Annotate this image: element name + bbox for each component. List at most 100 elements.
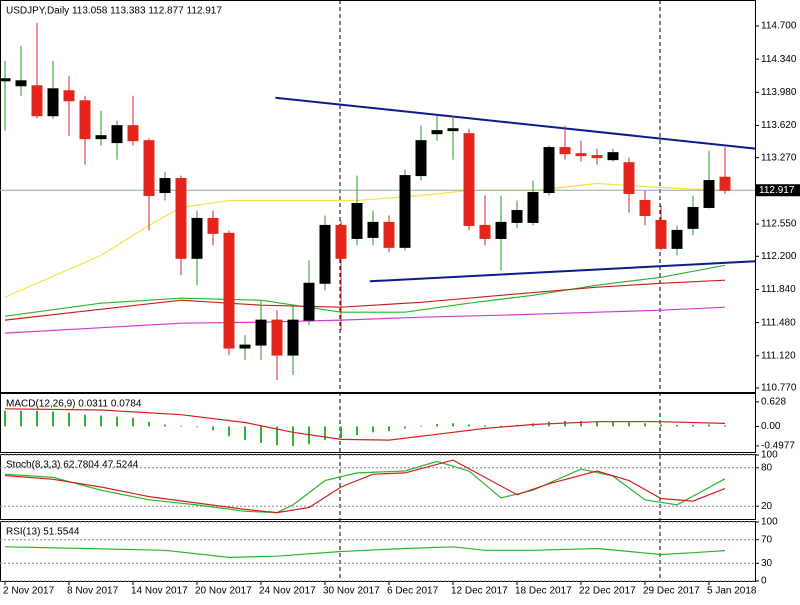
y-tick-label: 0.628 (761, 397, 786, 408)
y-tick-label: 80 (761, 462, 773, 473)
candle-body (159, 178, 171, 194)
x-tick-label: 8 Nov 2017 (67, 586, 119, 597)
candle-body (511, 210, 523, 223)
candle-body (703, 180, 715, 208)
x-tick-label: 5 Jan 2018 (707, 586, 757, 597)
y-tick-label: -0.4977 (761, 441, 795, 452)
x-tick-label: 30 Nov 2017 (323, 586, 380, 597)
candle-body (351, 203, 363, 239)
candle-body (47, 88, 59, 117)
candle-body (31, 85, 43, 117)
histogram-bar (68, 412, 70, 427)
histogram-bar (52, 411, 54, 427)
y-tick-label: 30 (761, 558, 773, 569)
candle-body (335, 224, 347, 259)
candle-body (319, 224, 331, 284)
moving-average (4, 306, 726, 334)
x-tick-label: 22 Dec 2017 (579, 586, 636, 597)
histogram-bar (660, 424, 662, 427)
histogram-bar (420, 425, 422, 427)
candle-body (415, 140, 427, 177)
candle-body (447, 128, 459, 132)
trend-line (369, 260, 756, 283)
histogram-bar (4, 410, 6, 427)
candle-body (143, 140, 155, 196)
histogram-bar (484, 425, 486, 427)
histogram-bar (564, 420, 566, 427)
histogram-bar (372, 426, 374, 433)
histogram-bar (356, 426, 358, 436)
y-tick-label: 112.200 (761, 251, 797, 262)
panel-title: USDJPY,Daily 113.058 113.383 112.877 112… (6, 6, 222, 17)
candle-body (479, 224, 491, 239)
candle-body (543, 147, 555, 194)
panel-title: Stoch(8,3,3) 62.7804 47.5244 (6, 460, 139, 471)
histogram-bar (340, 426, 342, 439)
moving-average (4, 264, 726, 317)
histogram-bar (276, 426, 278, 446)
y-tick-label: 114.340 (761, 54, 797, 65)
y-tick-label: 111.840 (761, 284, 796, 295)
histogram-bar (644, 423, 646, 427)
histogram-bar (164, 424, 166, 427)
candle-body (719, 176, 731, 191)
y-tick-label: 113.980 (761, 87, 797, 98)
histogram-bar (436, 424, 438, 427)
x-tick-label: 6 Dec 2017 (387, 586, 439, 597)
y-tick-label: 112.550 (761, 219, 797, 230)
y-tick-label: 0 (761, 576, 767, 587)
indicator-line (4, 546, 726, 559)
last-price-label: 112.917 (759, 185, 795, 196)
trend-line (275, 96, 756, 150)
macd-panel-frame (0, 393, 756, 453)
histogram-bar (468, 424, 470, 427)
x-tick-label: 18 Dec 2017 (515, 586, 572, 597)
histogram-bar (596, 421, 598, 427)
histogram-bar (244, 426, 246, 441)
candle-body (303, 282, 315, 321)
indicator-line (4, 408, 726, 441)
histogram-bar (708, 424, 710, 427)
candle-body (399, 175, 411, 248)
x-tick-label: 29 Dec 2017 (643, 586, 700, 597)
candle-body (111, 125, 123, 144)
y-tick-label: 70 (761, 534, 773, 545)
panel-title: MACD(12,26,9) 0.0311 0.0784 (6, 399, 142, 410)
candle-body (495, 221, 507, 239)
moving-average (4, 279, 726, 321)
y-tick-label: 110.770 (761, 383, 797, 394)
histogram-bar (724, 425, 726, 427)
histogram-bar (132, 417, 134, 427)
histogram-bar (612, 421, 614, 427)
candle-body (63, 90, 75, 102)
candle-body (0, 78, 11, 82)
x-tick-label: 20 Nov 2017 (195, 586, 252, 597)
histogram-bar (292, 426, 294, 447)
last-price-box (756, 184, 800, 197)
histogram-bar (580, 420, 582, 427)
histogram-bar (196, 426, 198, 428)
candle-body (639, 199, 651, 216)
candle-body (191, 217, 203, 259)
histogram-bar (100, 415, 102, 427)
y-tick-label: 111.120 (761, 350, 796, 361)
indicator-line (4, 460, 726, 514)
candle-body (239, 344, 251, 349)
histogram-bar (36, 410, 38, 427)
candle-body (271, 319, 283, 356)
indicator-line (4, 459, 726, 514)
histogram-bar (260, 426, 262, 443)
candle-body (223, 232, 235, 349)
histogram-bar (228, 426, 230, 437)
histogram-bar (388, 426, 390, 432)
histogram-bar (148, 421, 150, 427)
candle-body (383, 221, 395, 248)
candle-body (127, 125, 139, 142)
candle-body (623, 162, 635, 194)
x-tick-label: 12 Dec 2017 (451, 586, 508, 597)
histogram-bar (84, 414, 86, 427)
histogram-bar (324, 426, 326, 441)
histogram-bar (404, 426, 406, 429)
x-tick-label: 14 Nov 2017 (131, 586, 188, 597)
